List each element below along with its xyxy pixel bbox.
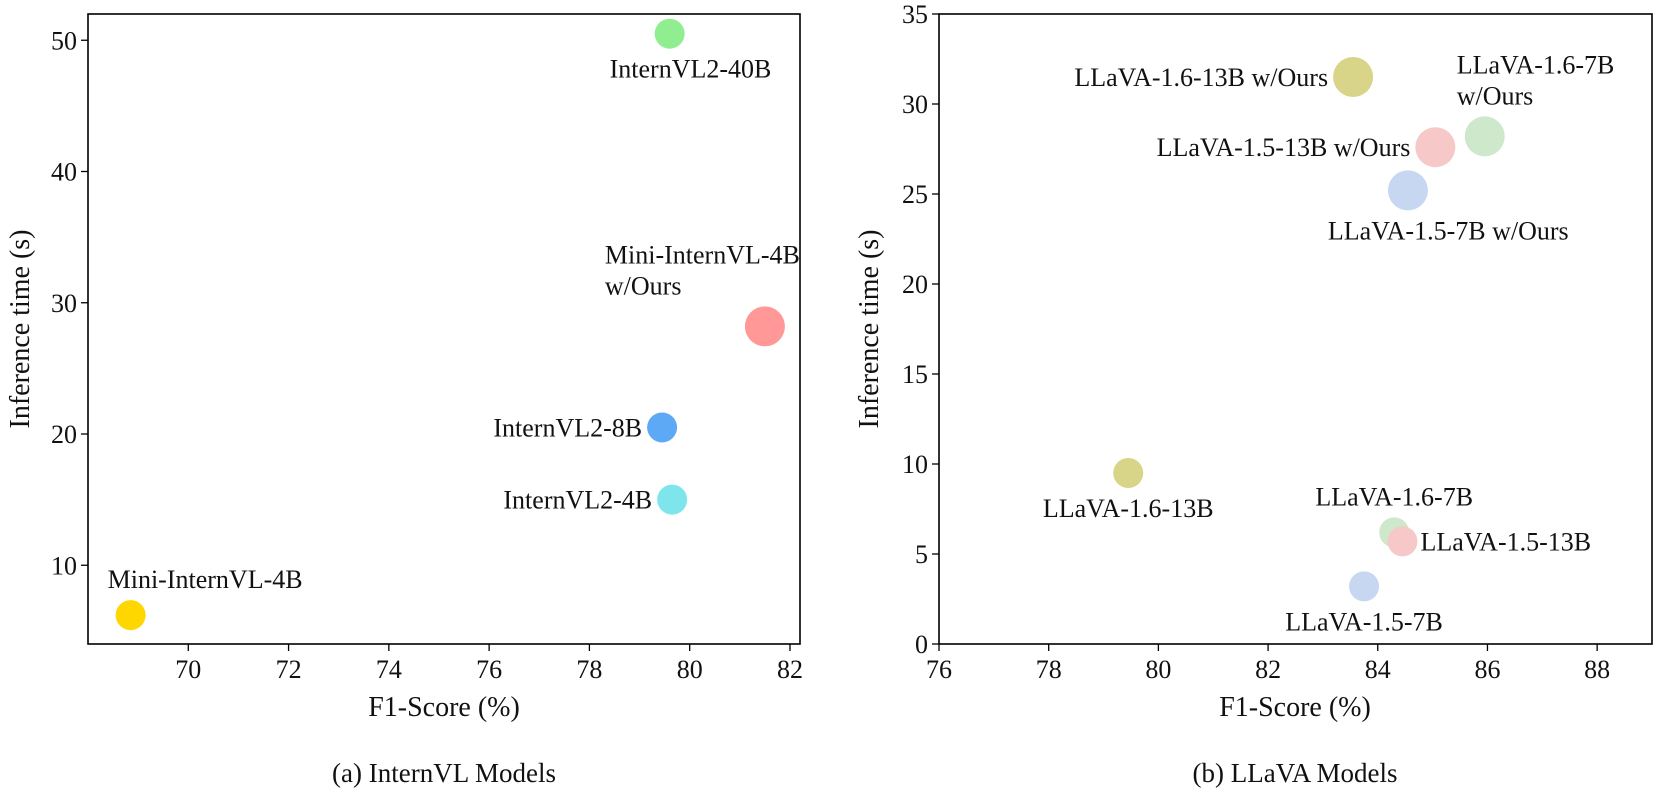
- point-llava-1-5-13b: [1387, 526, 1418, 557]
- x-axis-label-a: F1-Score (%): [368, 692, 520, 723]
- point-label-llava-1-5-13b: LLaVA-1.5-13B: [1420, 527, 1591, 556]
- x-tick-label-b: 76: [926, 655, 952, 684]
- y-axis-b: 0 5 10 15 20 25 30 35: [902, 0, 939, 659]
- point-label-internvl2-4b: InternVL2-4B: [503, 486, 652, 515]
- point-label-llava-1-6-7b-w-ours: w/Ours: [1457, 81, 1534, 110]
- x-tick-label-b: 86: [1474, 655, 1500, 684]
- caption-b: (b) LLaVA Models: [1193, 758, 1398, 788]
- y-tick-label-a: 20: [51, 420, 77, 449]
- point-llava-1-6-13b: [1113, 458, 1144, 488]
- x-tick-label-a: 78: [576, 655, 602, 684]
- point-llava-1-6-7b-w-ours: [1464, 116, 1505, 157]
- x-tick-label-a: 76: [476, 655, 502, 684]
- point-label-mini-internvl-4b: Mini-InternVL-4B: [108, 565, 303, 594]
- point-llava-1-5-7b: [1349, 571, 1380, 602]
- y-tick-label-b: 0: [915, 630, 928, 659]
- y-tick-label-b: 30: [902, 90, 928, 119]
- point-internvl2-8b: [647, 412, 678, 443]
- point-label-llava-1-6-13b-w-ours: LLaVA-1.6-13B w/Ours: [1074, 63, 1328, 92]
- x-axis-b: 76 78 80 82 84 86 88: [926, 644, 1610, 684]
- y-tick-label-a: 50: [51, 26, 77, 55]
- y-tick-label-b: 20: [902, 270, 928, 299]
- x-tick-label-a: 72: [276, 655, 302, 684]
- plot-frame-a: [87, 13, 801, 645]
- x-axis-label-b: F1-Score (%): [1219, 692, 1371, 723]
- x-tick-label-b: 84: [1365, 655, 1391, 684]
- y-tick-label-b: 10: [902, 450, 928, 479]
- x-tick-label-a: 82: [777, 655, 803, 684]
- point-label-llava-1-5-13b-w-ours: LLaVA-1.5-13B w/Ours: [1157, 133, 1411, 162]
- y-tick-label-a: 30: [51, 289, 77, 318]
- panel-internvl: 10 20 30 40 50 70 72 74 76 78 80 82 InternVL2-40B M…: [5, 13, 803, 788]
- point-internvl2-4b: [657, 484, 688, 515]
- point-label-internvl2-40b: InternVL2-40B: [610, 55, 772, 84]
- plot-frame-b: [938, 13, 1653, 645]
- point-llava-1-6-13b-w-ours: [1333, 57, 1374, 97]
- x-tick-label-b: 80: [1145, 655, 1171, 684]
- point-llava-1-5-7b-w-ours: [1387, 170, 1428, 211]
- y-axis-a: 10 20 30 40 50: [51, 26, 88, 580]
- x-tick-label-a: 70: [175, 655, 201, 684]
- y-axis-label-a: Inference time (s): [5, 230, 36, 429]
- y-tick-label-a: 40: [51, 158, 77, 187]
- x-tick-label-b: 82: [1255, 655, 1281, 684]
- y-axis-label-b: Inference time (s): [854, 230, 885, 429]
- point-label-llava-1-6-13b: LLaVA-1.6-13B: [1043, 494, 1214, 523]
- y-tick-label-a: 10: [51, 551, 77, 580]
- y-tick-label-b: 25: [902, 180, 928, 209]
- scatter-points-b: LLaVA-1.6-13B w/Ours LLaVA-1.6-7Bw/OursLL…: [1043, 50, 1615, 636]
- point-label-llava-1-5-7b-w-ours: LLaVA-1.5-7B w/Ours: [1328, 216, 1569, 245]
- point-label-mini-internvl-4b-w-ours: Mini-InternVL-4B: [605, 240, 800, 269]
- x-tick-label-b: 88: [1584, 655, 1610, 684]
- panel-llava: 0 5 10 15 20 25 30 35 76 78 80 82 84 86 88 LLaVA-1.6-…: [854, 0, 1653, 788]
- point-mini-internvl-4b-w-ours: [744, 306, 785, 347]
- caption-a: (a) InternVL Models: [332, 758, 556, 788]
- x-axis-a: 70 72 74 76 78 80 82: [175, 644, 803, 684]
- point-label-llava-1-5-7b: LLaVA-1.5-7B: [1285, 607, 1443, 636]
- x-tick-label-b: 78: [1036, 655, 1062, 684]
- y-tick-label-b: 5: [915, 540, 928, 569]
- x-tick-label-a: 80: [677, 655, 703, 684]
- point-label-mini-internvl-4b-w-ours: w/Ours: [605, 271, 682, 300]
- point-label-internvl2-8b: InternVL2-8B: [493, 413, 642, 442]
- y-tick-label-b: 15: [902, 360, 928, 389]
- point-mini-internvl-4b: [115, 600, 146, 631]
- scatter-points-a: InternVL2-40BMini-InternVL-4Bw/OursInter…: [108, 18, 800, 631]
- point-label-llava-1-6-7b: LLaVA-1.6-7B: [1315, 482, 1473, 511]
- point-internvl2-40b: [654, 18, 685, 49]
- point-llava-1-5-13b-w-ours: [1415, 127, 1456, 168]
- x-tick-label-a: 74: [376, 655, 402, 684]
- y-tick-label-b: 35: [902, 0, 928, 29]
- point-label-llava-1-6-7b-w-ours: LLaVA-1.6-7B: [1457, 50, 1615, 79]
